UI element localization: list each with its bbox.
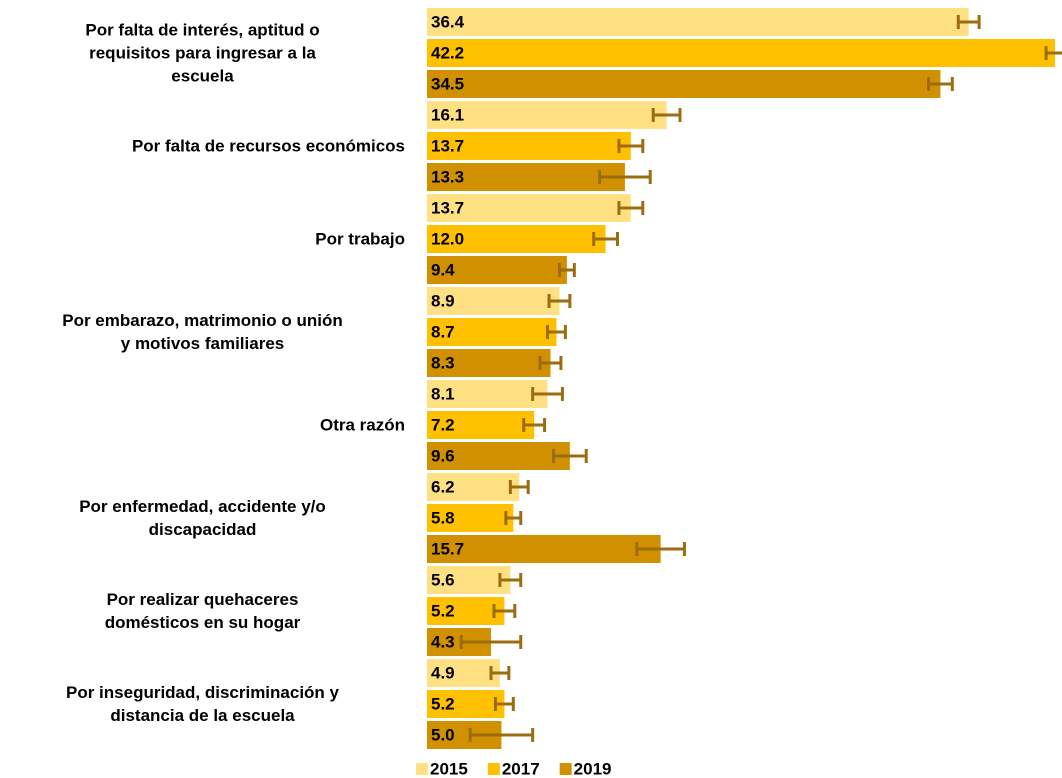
bar	[427, 318, 557, 346]
value-label: 34.5	[431, 74, 464, 93]
error-bar	[522, 418, 547, 432]
value-label: 5.2	[431, 601, 455, 620]
value-label: 9.4	[431, 260, 455, 279]
bar	[427, 535, 661, 563]
category-label: Otra razón	[319, 415, 405, 435]
error-bar	[651, 108, 682, 122]
category-label: Por inseguridad, discriminación y distan…	[65, 683, 339, 725]
error-bar	[635, 542, 686, 556]
bar	[427, 597, 505, 625]
error-bar	[504, 511, 523, 525]
value-label: 13.7	[431, 198, 464, 217]
value-label: 9.6	[431, 446, 455, 465]
value-label: 13.3	[431, 167, 464, 186]
error-bar	[498, 573, 523, 587]
error-bar	[538, 356, 563, 370]
bar	[427, 504, 514, 532]
category-label: Por enfermedad, accidente y/o discapacid…	[79, 497, 326, 539]
bar	[427, 566, 511, 594]
category-label: Por embarazo, matrimonio o unión y motiv…	[62, 311, 343, 353]
value-label: 36.4	[431, 12, 465, 31]
value-label: 5.6	[431, 570, 455, 589]
bar	[427, 163, 625, 191]
error-bar	[956, 15, 981, 29]
error-bar	[617, 139, 645, 153]
bar	[427, 287, 560, 315]
value-label: 7.2	[431, 415, 455, 434]
bar	[427, 690, 505, 718]
bar	[427, 380, 548, 408]
value-label: 16.1	[431, 105, 464, 124]
value-label: 12.0	[431, 229, 464, 248]
bar	[427, 225, 606, 253]
error-bar	[551, 449, 588, 463]
bar	[427, 39, 1055, 67]
error-bar	[592, 232, 619, 246]
bar	[427, 473, 520, 501]
legend-swatch	[487, 763, 500, 775]
value-label: 8.9	[431, 291, 455, 310]
error-bar	[598, 170, 652, 184]
error-bar	[508, 480, 530, 494]
error-bar	[493, 697, 515, 711]
bar	[427, 256, 567, 284]
error-bar	[1044, 46, 1062, 60]
error-bar	[617, 201, 645, 215]
error-bar	[557, 263, 576, 277]
value-label: 4.9	[431, 663, 455, 682]
value-label: 8.3	[431, 353, 455, 372]
error-bar	[927, 77, 954, 91]
bar	[427, 349, 551, 377]
bar	[427, 101, 667, 129]
value-label: 42.2	[431, 43, 464, 62]
bar	[427, 132, 631, 160]
value-label: 15.7	[431, 539, 464, 558]
bar	[427, 70, 941, 98]
value-label: 13.7	[431, 136, 464, 155]
error-bar	[546, 325, 567, 339]
bar	[427, 442, 570, 470]
value-label: 4.3	[431, 632, 455, 651]
bar	[427, 8, 969, 36]
error-bar	[547, 294, 572, 308]
legend-swatch	[416, 763, 428, 775]
legend-label: 2019	[574, 759, 612, 778]
category-label: Por trabajo	[315, 229, 405, 249]
category-label: Por falta de recursos económicos	[131, 136, 405, 156]
error-bar	[489, 666, 511, 680]
error-bar	[492, 604, 517, 618]
value-label: 5.8	[431, 508, 455, 527]
value-label: 5.0	[431, 725, 455, 744]
legend-label: 2017	[502, 759, 540, 778]
error-bar	[459, 635, 523, 649]
value-label: 8.7	[431, 322, 455, 341]
legend-swatch	[559, 763, 572, 775]
error-bar	[468, 728, 535, 742]
category-label: Por falta de interés, aptitud o requisit…	[85, 20, 320, 86]
bar	[427, 659, 500, 687]
bar	[427, 194, 631, 222]
legend-label: 2015	[430, 759, 468, 778]
value-label: 8.1	[431, 384, 455, 403]
bar	[427, 411, 535, 439]
error-bar	[531, 387, 564, 401]
category-label: Por realizar quehaceres domésticos en su…	[104, 590, 301, 632]
value-label: 5.2	[431, 694, 455, 713]
value-label: 6.2	[431, 477, 455, 496]
